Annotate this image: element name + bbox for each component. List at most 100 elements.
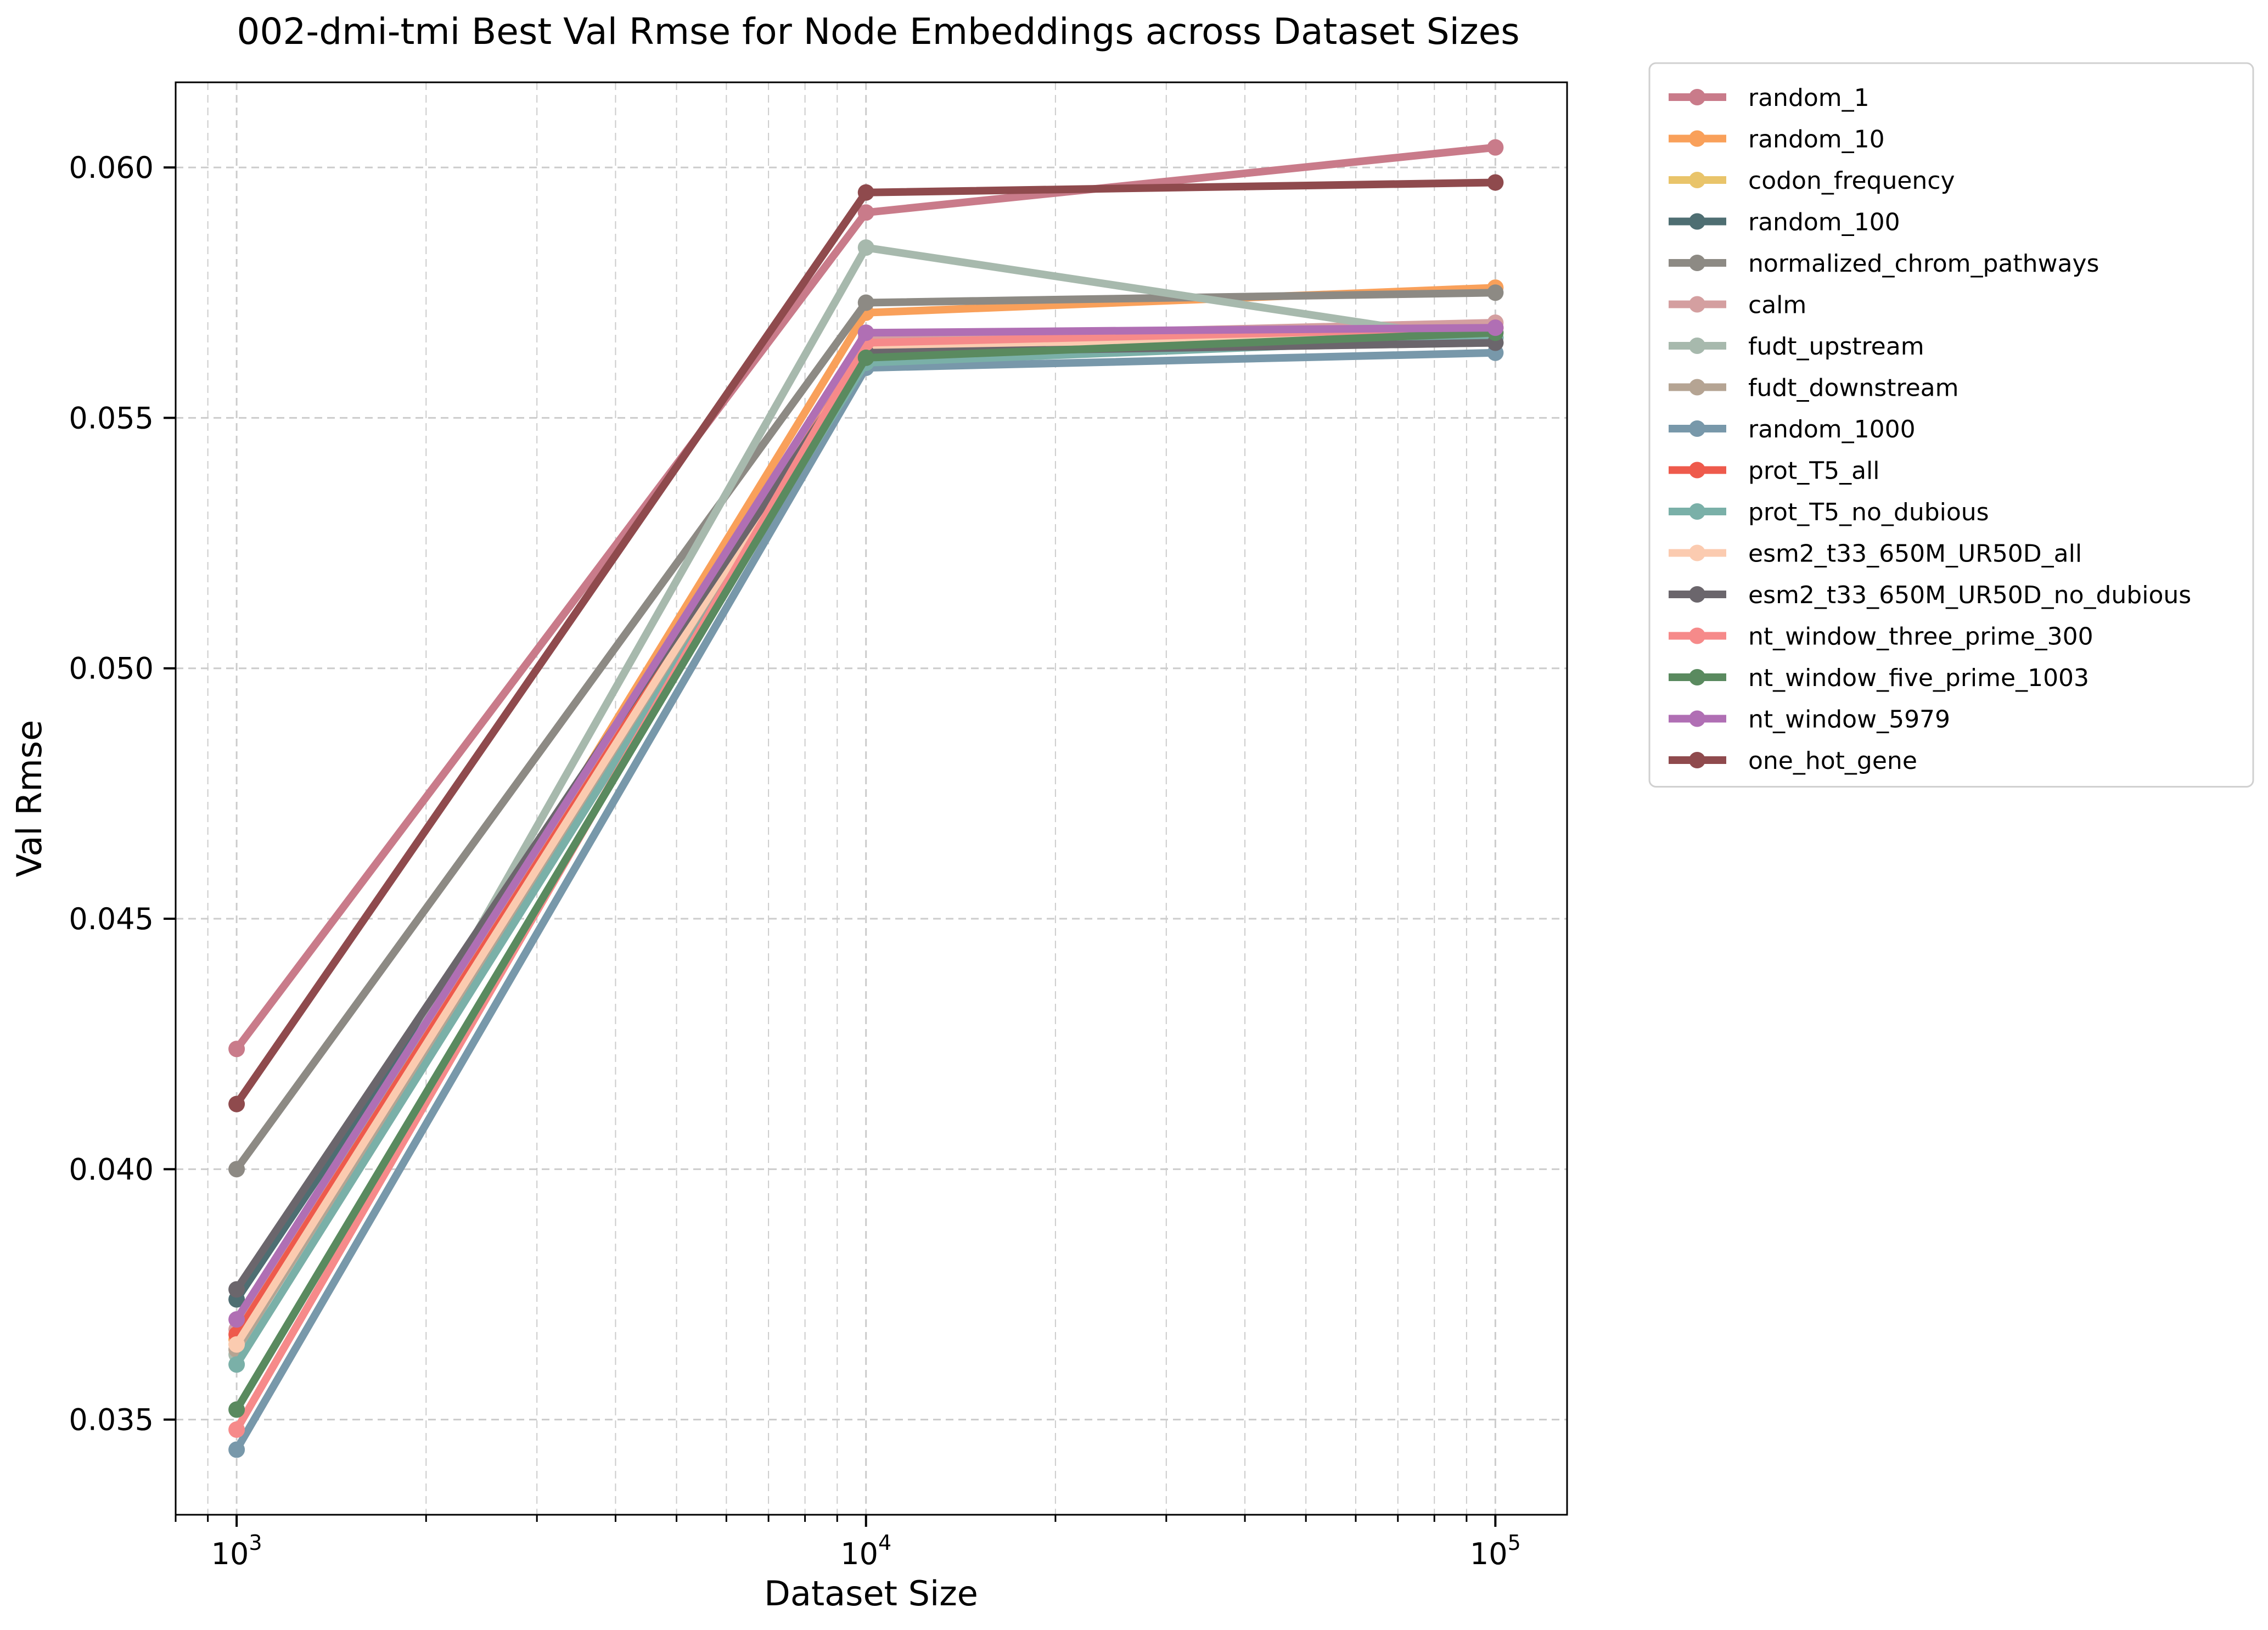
legend-item: esm2_t33_650M_UR50D_all xyxy=(1669,540,2082,568)
legend-swatch-marker xyxy=(1689,420,1705,437)
data-point xyxy=(1487,284,1504,301)
data-point xyxy=(1487,319,1504,336)
legend-label: random_1 xyxy=(1748,84,1870,112)
data-point xyxy=(857,294,874,311)
y-tick-label: 0.055 xyxy=(69,401,154,435)
legend-swatch-marker xyxy=(1689,296,1705,313)
legend-swatch-marker xyxy=(1689,503,1705,520)
data-point xyxy=(228,1041,245,1058)
legend-item: nt_window_five_prime_1003 xyxy=(1669,664,2089,692)
series-random-1 xyxy=(228,139,1504,1058)
legend-swatch-marker xyxy=(1689,462,1705,479)
data-point xyxy=(1487,174,1504,191)
legend-swatch-marker xyxy=(1689,669,1705,685)
y-tick-label: 0.035 xyxy=(69,1403,154,1437)
legend-label: calm xyxy=(1748,291,1806,319)
legend-label: one_hot_gene xyxy=(1748,747,1917,775)
y-tick-label: 0.060 xyxy=(69,150,154,185)
legend-item: random_10 xyxy=(1669,126,1885,154)
legend-label: fudt_downstream xyxy=(1748,374,1958,402)
legend-swatch-marker xyxy=(1689,752,1705,768)
grid-lines xyxy=(175,82,1567,1515)
legend-label: codon_frequency xyxy=(1748,167,1955,195)
legend-label: random_100 xyxy=(1748,209,1900,237)
series-prot-T5-no-dubious xyxy=(228,329,1504,1373)
plot-frame xyxy=(175,81,1568,1516)
data-point xyxy=(228,1356,245,1373)
data-point xyxy=(228,1281,245,1298)
legend-swatch-marker xyxy=(1689,89,1705,105)
y-tick-label: 0.045 xyxy=(69,902,154,936)
series-one-hot-gene xyxy=(228,174,1504,1112)
series-lines xyxy=(228,139,1504,1458)
legend: random_1 random_10 codon_frequency random_1… xyxy=(1648,62,2254,788)
legend-label: nt_window_5979 xyxy=(1748,706,1950,734)
data-point xyxy=(228,1421,245,1438)
legend-label: normalized_chrom_pathways xyxy=(1748,250,2099,278)
chart-title: 002-dmi-tmi Best Val Rmse for Node Embed… xyxy=(237,10,1519,53)
legend-swatch-marker xyxy=(1689,627,1705,644)
legend-label: nt_window_three_prime_300 xyxy=(1748,623,2093,651)
legend-frame xyxy=(1648,62,2254,788)
legend-label: random_10 xyxy=(1748,126,1885,154)
legend-item: prot_T5_all xyxy=(1669,457,1880,485)
legend-swatch-marker xyxy=(1689,213,1705,230)
x-tick-label: 103 xyxy=(211,1531,262,1571)
legend-label: esm2_t33_650M_UR50D_no_dubious xyxy=(1748,581,2191,609)
x-tick-label-exponent: 3 xyxy=(249,1531,262,1555)
x-tick-label-base: 10 xyxy=(211,1537,249,1571)
legend-item: random_1 xyxy=(1669,84,1870,112)
legend-label: prot_T5_all xyxy=(1748,457,1880,485)
legend-item: prot_T5_no_dubious xyxy=(1669,498,1989,526)
data-point xyxy=(857,349,874,366)
legend-label: prot_T5_no_dubious xyxy=(1748,498,1989,526)
x-tick-label: 104 xyxy=(840,1531,891,1571)
legend-swatch-marker xyxy=(1689,586,1705,603)
legend-swatch-marker xyxy=(1689,255,1705,271)
data-point xyxy=(228,1095,245,1112)
legend-item: calm xyxy=(1669,291,1806,319)
legend-swatch-marker xyxy=(1689,338,1705,354)
data-point xyxy=(857,239,874,256)
x-tick-label-base: 10 xyxy=(840,1537,878,1571)
legend-swatch-marker xyxy=(1689,710,1705,727)
legend-item: esm2_t33_650M_UR50D_no_dubious xyxy=(1669,581,2191,609)
data-point xyxy=(857,184,874,201)
x-tick-label: 105 xyxy=(1470,1531,1521,1571)
data-point xyxy=(228,1311,245,1328)
x-tick-label-base: 10 xyxy=(1470,1537,1508,1571)
y-tick-label: 0.040 xyxy=(69,1152,154,1187)
legend-label: esm2_t33_650M_UR50D_all xyxy=(1748,540,2082,568)
legend-swatch-marker xyxy=(1689,379,1705,396)
data-point xyxy=(228,1401,245,1418)
y-axis-label: Val Rmse xyxy=(9,720,49,877)
legend-swatch-marker xyxy=(1689,130,1705,147)
data-point xyxy=(857,204,874,221)
legend-label: random_1000 xyxy=(1748,415,1916,443)
x-axis-label: Dataset Size xyxy=(764,1573,978,1614)
series-line xyxy=(233,329,1500,1348)
x-tick-label-exponent: 4 xyxy=(878,1531,891,1555)
series-nt-window-5979 xyxy=(228,319,1504,1328)
legend-swatch-marker xyxy=(1689,544,1705,561)
legend-item: random_1000 xyxy=(1669,415,1916,443)
data-point xyxy=(857,324,874,341)
data-point xyxy=(228,1441,245,1458)
series-normalized-chrom-pathways xyxy=(228,284,1504,1178)
x-tick-label-exponent: 5 xyxy=(1508,1531,1521,1555)
legend-item: codon_frequency xyxy=(1669,167,1955,195)
legend-item: nt_window_5979 xyxy=(1669,706,1950,734)
legend-swatch-marker xyxy=(1689,172,1705,188)
legend-item: fudt_upstream xyxy=(1669,333,1924,361)
data-point xyxy=(1487,139,1504,156)
series-nt-window-five-prime-1003 xyxy=(228,324,1504,1418)
legend-item: normalized_chrom_pathways xyxy=(1669,250,2099,278)
legend-item: random_100 xyxy=(1669,209,1900,237)
legend-item: fudt_downstream xyxy=(1669,374,1958,402)
legend-label: fudt_upstream xyxy=(1748,333,1924,361)
data-point xyxy=(228,1336,245,1353)
y-tick-label: 0.050 xyxy=(69,651,154,686)
data-point xyxy=(228,1161,245,1178)
